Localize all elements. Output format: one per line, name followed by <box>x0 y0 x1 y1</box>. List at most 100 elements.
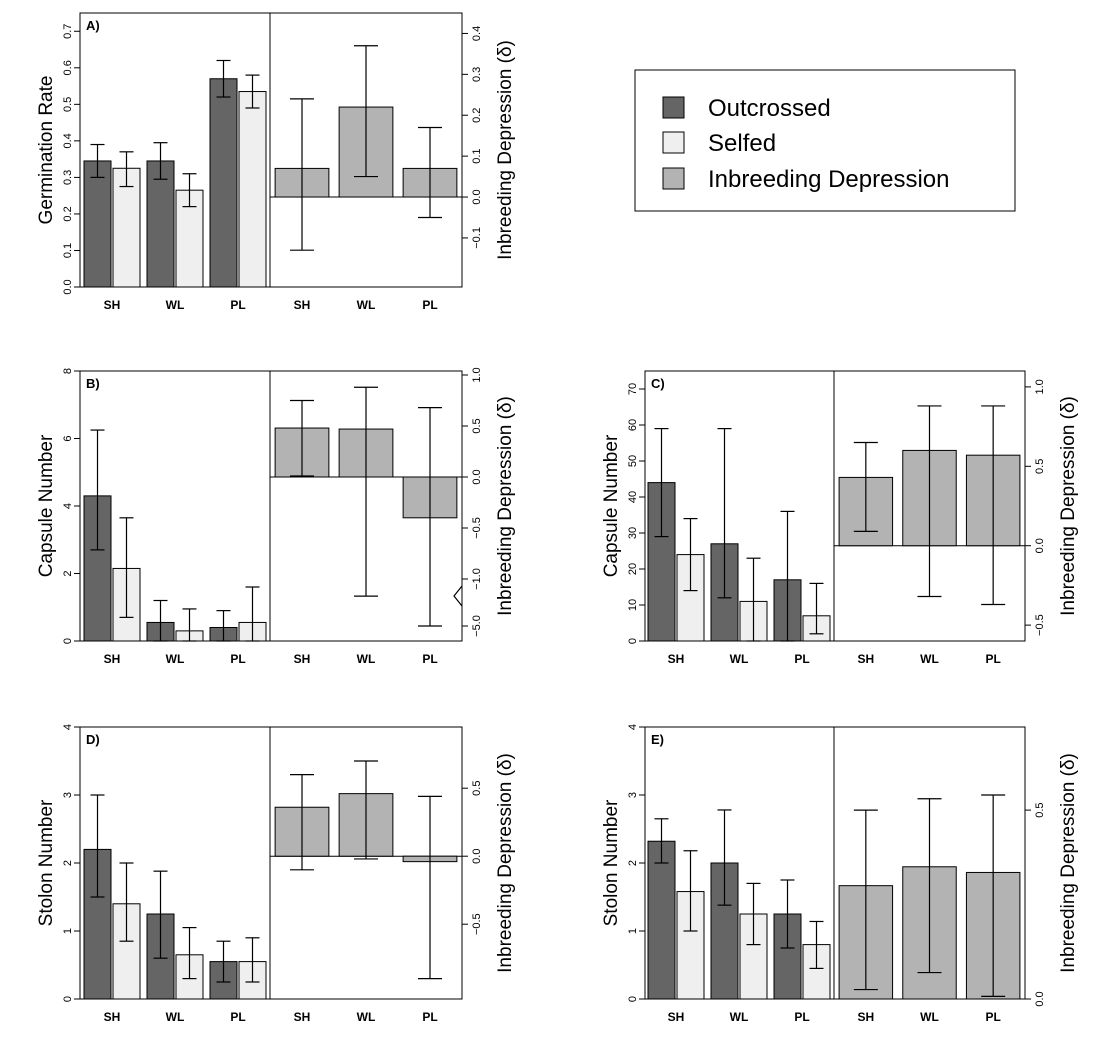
panel-c-right-category-label: SH <box>857 652 874 666</box>
panel-c-left-tick-label: 40 <box>627 491 639 503</box>
panel-a-right-tick-label: 0.1 <box>471 148 483 163</box>
panel-a-bar-outcrossed-sh <box>83 160 112 288</box>
panel-c-right-category-label: WL <box>920 652 939 666</box>
panel-a-right-tick-label: −0.1 <box>471 227 483 249</box>
panel-b-right-tick-label: 0.5 <box>471 418 483 433</box>
panel-B: B) 0 2 4 6 8 Capsule Number SH WL PL 1.0 0.5 0.0 −0.5… <box>36 367 516 666</box>
panel-a-left-tick-label: 0.1 <box>62 243 74 258</box>
panel-b-left-tick-label: 2 <box>62 570 74 576</box>
panel-a-right-ylabel: Inbreeding Depression (δ) <box>495 40 516 260</box>
panel-d-left-category-label: SH <box>104 1010 121 1024</box>
panel-e-right-ylabel: Inbreeding Depression (δ) <box>1058 753 1079 973</box>
panel-a-left-category-label: WL <box>166 298 185 312</box>
panel-c-right-tick-label: −0.5 <box>1034 614 1046 636</box>
panel-d-right-tick-label: 0.0 <box>471 849 483 864</box>
legend-swatch-selfed <box>662 131 685 154</box>
panel-b-label: B) <box>86 376 100 391</box>
panel-c-left-tick-label: 60 <box>627 419 639 431</box>
panel-b-right-category-label: SH <box>294 652 311 666</box>
panel-b-right-tick-label: 1.0 <box>471 367 483 382</box>
panel-d-label: D) <box>86 732 100 747</box>
panel-e-left-category-label: WL <box>730 1010 749 1024</box>
panel-d-left-category-label: PL <box>230 1010 245 1024</box>
panel-a-right-tick-label: 0.3 <box>471 67 483 82</box>
panel-a-right-tick-label: 0.2 <box>471 108 483 123</box>
panel-a-left-category-label: PL <box>230 298 245 312</box>
panel-A: A) 0.0 0.1 0.2 0.3 0.4 0.5 0.6 0.7 Germination Ra… <box>36 12 516 312</box>
panel-c-left-tick-label: 10 <box>627 599 639 611</box>
panel-a-right-category-label: WL <box>357 298 376 312</box>
legend-swatch-inbreeding <box>662 167 685 190</box>
legend: Outcrossed Selfed Inbreeding Depression <box>634 69 1016 212</box>
panel-E: E) 0 1 2 3 4 Stolon Number SH WL PL 0.0 0.5 Inbreedi… <box>601 724 1079 1024</box>
panel-d-right-category-label: WL <box>357 1010 376 1024</box>
panel-a-left-tick-label: 0.7 <box>62 24 74 39</box>
panel-a-label: A) <box>86 18 100 33</box>
panel-e-left-tick-label: 3 <box>627 792 639 798</box>
panel-a-right-category-label: PL <box>422 298 437 312</box>
panel-a-left-tick-label: 0.3 <box>62 170 74 185</box>
panel-a-left-category-label: SH <box>104 298 121 312</box>
panel-b-left-category-label: SH <box>104 652 121 666</box>
panel-c-left-tick-label: 20 <box>627 563 639 575</box>
panel-e-bar-selfed-pl <box>802 944 831 1000</box>
panel-c-right-tick-label: 0.0 <box>1034 538 1046 553</box>
panel-d-right-category-label: PL <box>422 1010 437 1024</box>
panel-c-frame <box>644 370 1026 642</box>
panel-b-right-category-label: WL <box>357 652 376 666</box>
panel-c-left-tick-label: 70 <box>627 383 639 395</box>
panel-a-bar-selfed-pl <box>238 91 267 288</box>
panel-b-left-category-label: PL <box>230 652 245 666</box>
panel-c-right-tick-label: 0.5 <box>1034 459 1046 474</box>
panel-e-label: E) <box>651 732 664 747</box>
panel-c-left-category-label: SH <box>668 652 685 666</box>
panel-a-left-tick-label: 0.6 <box>62 60 74 75</box>
panel-e-right-category-label: WL <box>920 1010 939 1024</box>
panel-a-right-tick-label: 0.0 <box>471 189 483 204</box>
legend-label-inbreeding: Inbreeding Depression <box>708 166 950 193</box>
panel-d-left-tick-label: 1 <box>62 928 74 934</box>
panel-e-left-tick-label: 0 <box>627 996 639 1002</box>
panel-a-frame <box>79 12 463 288</box>
panel-e-left-category-label: SH <box>668 1010 685 1024</box>
panel-d-left-tick-label: 2 <box>62 860 74 866</box>
panel-d-left-tick-label: 4 <box>62 724 74 730</box>
panel-b-left-tick-label: 4 <box>62 503 74 509</box>
panel-e-left-category-label: PL <box>794 1010 809 1024</box>
panel-c-right-category-label: PL <box>985 652 1000 666</box>
panel-b-left-tick-label: 8 <box>62 368 74 374</box>
panel-c-left-ylabel: Capsule Number <box>601 434 622 577</box>
panel-a-bar-outcrossed-wl <box>146 160 175 288</box>
panel-a-left-tick-label: 0.2 <box>62 206 74 221</box>
panel-d-left-tick-label: 0 <box>62 996 74 1002</box>
legend-label-selfed: Selfed <box>708 130 776 157</box>
panel-b-left-ylabel: Capsule Number <box>36 434 57 577</box>
panel-e-right-tick-label: 0.5 <box>1034 802 1046 817</box>
panel-d-right-category-label: SH <box>294 1010 311 1024</box>
panel-d-left-category-label: WL <box>166 1010 185 1024</box>
panel-b-right-tick-label: −1.0 <box>471 568 483 590</box>
panel-D: D) 0 1 2 3 4 Stolon Number SH WL PL −0.5 0.0 0.5 Inbr… <box>36 724 516 1024</box>
panel-b-right-category-label: PL <box>422 652 437 666</box>
panel-a-right-tick-label: 0.4 <box>471 26 483 41</box>
panel-a-left-tick-label: 0.4 <box>62 133 74 148</box>
panel-e-right-category-label: PL <box>985 1010 1000 1024</box>
panel-c-left-tick-label: 50 <box>627 455 639 467</box>
panel-d-left-tick-label: 3 <box>62 792 74 798</box>
panel-a-left-tick-label: 0.0 <box>62 279 74 294</box>
panel-c-right-ylabel: Inbreeding Depression (δ) <box>1058 396 1079 616</box>
panel-b-left-tick-label: 6 <box>62 435 74 441</box>
panel-a-bar-outcrossed-pl <box>209 78 238 288</box>
panel-a-right-category-label: SH <box>294 298 311 312</box>
legend-label-outcrossed: Outcrossed <box>708 95 831 122</box>
panel-e-right-category-label: SH <box>857 1010 874 1024</box>
panel-d-right-ylabel: Inbreeding Depression (δ) <box>495 753 516 973</box>
panel-c-label: C) <box>651 376 665 391</box>
panel-e-right-tick-label: 0.0 <box>1034 991 1046 1006</box>
panel-b-right-tick-label: −5.0 <box>471 615 483 637</box>
panel-c-left-tick-label: 0 <box>627 638 639 644</box>
legend-swatch-outcrossed <box>662 96 685 119</box>
panel-c-left-tick-label: 30 <box>627 527 639 539</box>
panel-c-right-tick-label: 1.0 <box>1034 379 1046 394</box>
